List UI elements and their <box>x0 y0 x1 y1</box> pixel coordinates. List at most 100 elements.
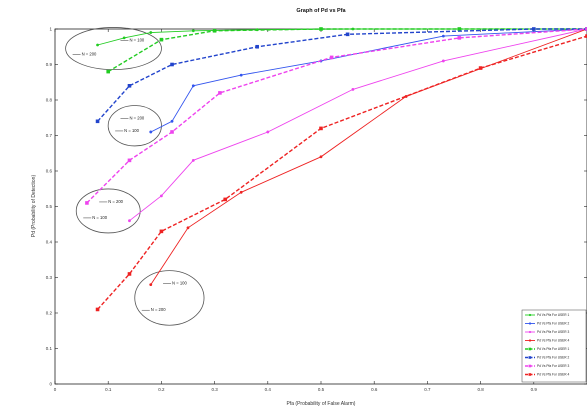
data-point <box>96 43 99 47</box>
x-tick-label: 0 <box>54 387 57 392</box>
legend-entry: Pd Vs Pfa For USER 4 <box>537 339 569 343</box>
data-point <box>149 31 153 34</box>
data-point <box>457 36 462 40</box>
legend-entry: Pd Vs Pfa For USER 4 <box>537 373 569 377</box>
data-point <box>170 130 174 134</box>
annotation-label: N = 200 <box>108 199 123 204</box>
x-tick-label: 0.1 <box>105 387 112 392</box>
data-point <box>441 34 445 38</box>
annotation-ellipse <box>65 27 162 71</box>
annotation-ellipses <box>65 27 205 326</box>
legend-entry: Pd Vs Pfa For USER 2 <box>537 356 569 360</box>
data-point <box>106 69 110 74</box>
x-tick-label: 0.6 <box>371 387 378 392</box>
legend-entry: Pd Vs Pfa For USER 3 <box>537 364 569 368</box>
plot-area <box>54 28 587 385</box>
data-point <box>329 55 334 60</box>
legend-marker <box>528 313 532 317</box>
legend-marker <box>528 339 532 342</box>
y-tick-label: 0.3 <box>46 275 53 280</box>
series-line <box>107 28 587 73</box>
data-point <box>159 229 164 234</box>
data-point <box>345 32 350 37</box>
data-point <box>319 155 323 159</box>
data-point <box>128 219 131 223</box>
y-tick-label: 0.1 <box>46 346 53 351</box>
annotation-ellipse <box>134 270 205 326</box>
legend-entry: Pd Vs Pfa For USER 1 <box>537 313 569 317</box>
annotation-label: N = 100 <box>124 128 139 133</box>
data-point <box>191 158 195 162</box>
x-tick-label: 0.5 <box>318 387 325 392</box>
y-axis-label: Pd (Probability of Detection) <box>31 175 37 238</box>
annotation-label: N = 100 <box>129 37 144 42</box>
data-point <box>127 84 132 88</box>
legend-marker <box>528 364 532 368</box>
x-tick-label: 0.9 <box>531 387 538 392</box>
data-point <box>170 119 174 123</box>
data-point <box>457 27 462 31</box>
legend-marker <box>528 373 532 376</box>
data-point <box>127 272 132 276</box>
data-point <box>532 27 536 31</box>
axes: 0 0.1 0.2 0.3 0.4 0.5 0.6 0.7 0.8 0.9 0 0.1 0.2 0.3 0.… <box>46 27 587 392</box>
data-point <box>85 201 89 205</box>
x-tick-label: 0.2 <box>158 387 165 392</box>
data-point <box>319 126 323 131</box>
data-point <box>239 190 243 194</box>
y-tick-label: 0.9 <box>46 62 53 67</box>
x-tick-label: 0.4 <box>265 387 272 392</box>
data-point <box>191 84 195 88</box>
y-tick-label: 1 <box>49 27 52 32</box>
data-point <box>186 226 190 230</box>
legend-entry: Pd Vs Pfa For USER 1 <box>537 347 569 351</box>
annotation-label: N = 200 <box>82 52 97 57</box>
legend-marker <box>528 347 532 351</box>
legend-box <box>521 309 587 383</box>
data-point <box>239 73 243 77</box>
y-tick-label: 0.7 <box>46 133 53 138</box>
y-tick-label: 0.6 <box>46 169 53 174</box>
annotation-label: N = 200 <box>151 307 166 312</box>
data-point <box>191 29 195 33</box>
legend-entry: Pd Vs Pfa For USER 3 <box>537 330 569 334</box>
data-point <box>478 66 483 70</box>
data-point <box>95 119 100 124</box>
legend-marker <box>528 330 532 334</box>
data-point <box>149 283 153 286</box>
data-point <box>95 307 100 312</box>
y-tick-label: 0.8 <box>46 98 53 103</box>
data-point <box>159 37 164 42</box>
annotation-label: N = 100 <box>92 215 107 220</box>
data-point <box>319 27 323 31</box>
data-point <box>585 34 587 38</box>
legend-marker <box>528 356 532 359</box>
legend-marker <box>528 322 532 325</box>
data-point <box>212 28 217 33</box>
x-tick-label: 0.3 <box>211 387 218 392</box>
annotation-ellipse <box>75 188 141 234</box>
x-axis-label: Pfa (Probability of False Alarm) <box>287 401 356 407</box>
x-tick-label: 0.8 <box>477 387 484 392</box>
y-tick-label: 0.5 <box>46 204 53 209</box>
data-point <box>218 91 222 95</box>
y-tick-label: 0.4 <box>46 240 53 245</box>
annotation-ellipse <box>107 105 162 147</box>
data-point <box>170 62 174 67</box>
data-point <box>122 36 126 40</box>
y-tick-label: 0 <box>49 382 52 387</box>
data-point <box>266 130 270 134</box>
annotation-label: N = 200 <box>129 116 144 121</box>
x-tick-label: 0.7 <box>424 387 431 392</box>
data-point <box>255 44 259 49</box>
annotation-layer: N = 100 N = 200 N = 200 N = 100 N = 200 N = 1… <box>72 37 187 312</box>
data-point <box>160 194 163 198</box>
legend-entry: Pd Vs Pfa For USER 2 <box>537 322 569 326</box>
data-point <box>127 158 132 163</box>
series-layer <box>85 27 587 312</box>
data-point <box>223 197 228 202</box>
data-point <box>585 27 587 31</box>
annotation-label: N = 100 <box>172 281 187 286</box>
y-tick-label: 0.2 <box>46 311 53 316</box>
